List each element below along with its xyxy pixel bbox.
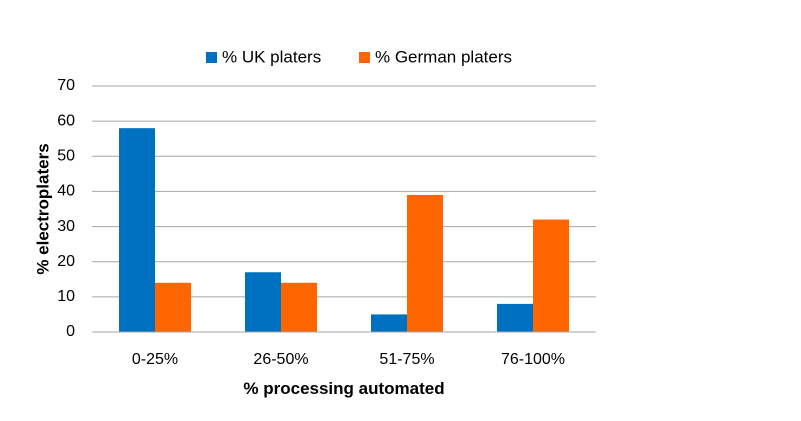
legend-swatch-uk xyxy=(206,52,217,63)
bar-german-3 xyxy=(533,219,569,332)
bar-uk-3 xyxy=(497,303,533,332)
x-tick-label: 51-75% xyxy=(379,351,434,368)
bar-uk-1 xyxy=(245,272,281,332)
y-tick-label: 30 xyxy=(57,218,75,235)
x-tick-label: 0-25% xyxy=(132,351,178,368)
bar-uk-0 xyxy=(119,128,155,332)
x-axis-title: % processing automated xyxy=(243,379,444,398)
gridlines xyxy=(92,85,596,298)
bar-german-1 xyxy=(281,282,317,332)
x-tick-label: 76-100% xyxy=(501,351,565,368)
legend-swatch-german xyxy=(359,52,370,63)
y-tick-label: 40 xyxy=(57,183,75,200)
legend-label-uk: % UK platers xyxy=(222,47,321,66)
x-tick-label: 26-50% xyxy=(253,351,308,368)
bar-german-0 xyxy=(155,282,191,332)
legend: % UK platers % German platers xyxy=(206,47,512,66)
y-axis-title: % electroplaters xyxy=(33,143,52,274)
y-tick-label: 50 xyxy=(57,148,75,165)
y-tick-label: 20 xyxy=(57,253,75,270)
y-tick-label: 70 xyxy=(57,77,75,94)
y-tick-label: 0 xyxy=(66,323,75,340)
bar-german-2 xyxy=(407,194,443,332)
bar-uk-2 xyxy=(371,314,407,332)
legend-label-german: % German platers xyxy=(375,47,512,66)
y-tick-label: 60 xyxy=(57,112,75,129)
y-tick-label: 10 xyxy=(57,288,75,305)
bars xyxy=(119,128,569,332)
x-axis-ticks: 0-25% 26-50% 51-75% 76-100% xyxy=(132,351,565,368)
y-axis-ticks: 0 10 20 30 40 50 60 70 xyxy=(57,77,75,340)
